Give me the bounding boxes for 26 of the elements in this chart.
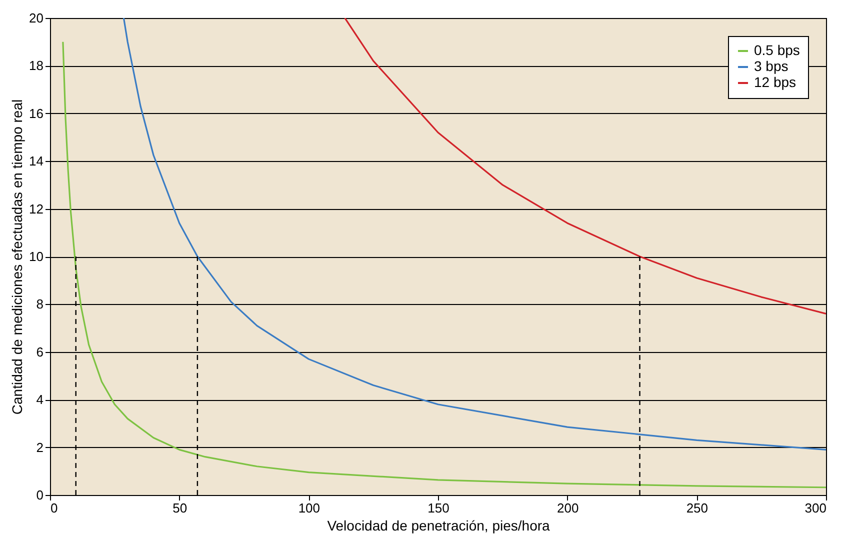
y-tick-label: 10 [29, 249, 44, 264]
y-tick-label: 2 [36, 440, 44, 455]
legend-label: 0.5 bps [754, 42, 800, 58]
x-tick-label: 50 [172, 500, 188, 516]
legend-label: 3 bps [754, 58, 788, 74]
x-tick-label: 150 [428, 500, 450, 516]
line-series [122, 18, 826, 450]
x-tick-label: 100 [298, 500, 320, 516]
y-tick-label: 12 [29, 201, 44, 216]
y-tick-label: 6 [36, 344, 44, 360]
y-tick-label: 8 [36, 296, 44, 312]
y-axis-title: Cantidad de mediciones efectuadas en tiempo real [9, 99, 26, 415]
x-axis-title: Velocidad de penetración, pies/hora [327, 518, 550, 534]
y-tick-label: 0 [36, 488, 44, 502]
legend-label: 12 bps [754, 74, 796, 90]
y-tick-label: 18 [29, 58, 44, 74]
y-tick-label: 20 [29, 10, 44, 26]
y-tick-label: 14 [29, 154, 44, 169]
x-tick-label: 200 [556, 500, 579, 516]
x-tick-label: 0 [50, 500, 58, 516]
y-tick-label: 4 [36, 392, 44, 408]
x-tick-label: 300 [804, 500, 826, 516]
y-tick-label: 16 [29, 106, 44, 121]
x-tick-label: 250 [686, 500, 708, 516]
line-series [344, 18, 826, 315]
line-series [62, 41, 826, 488]
